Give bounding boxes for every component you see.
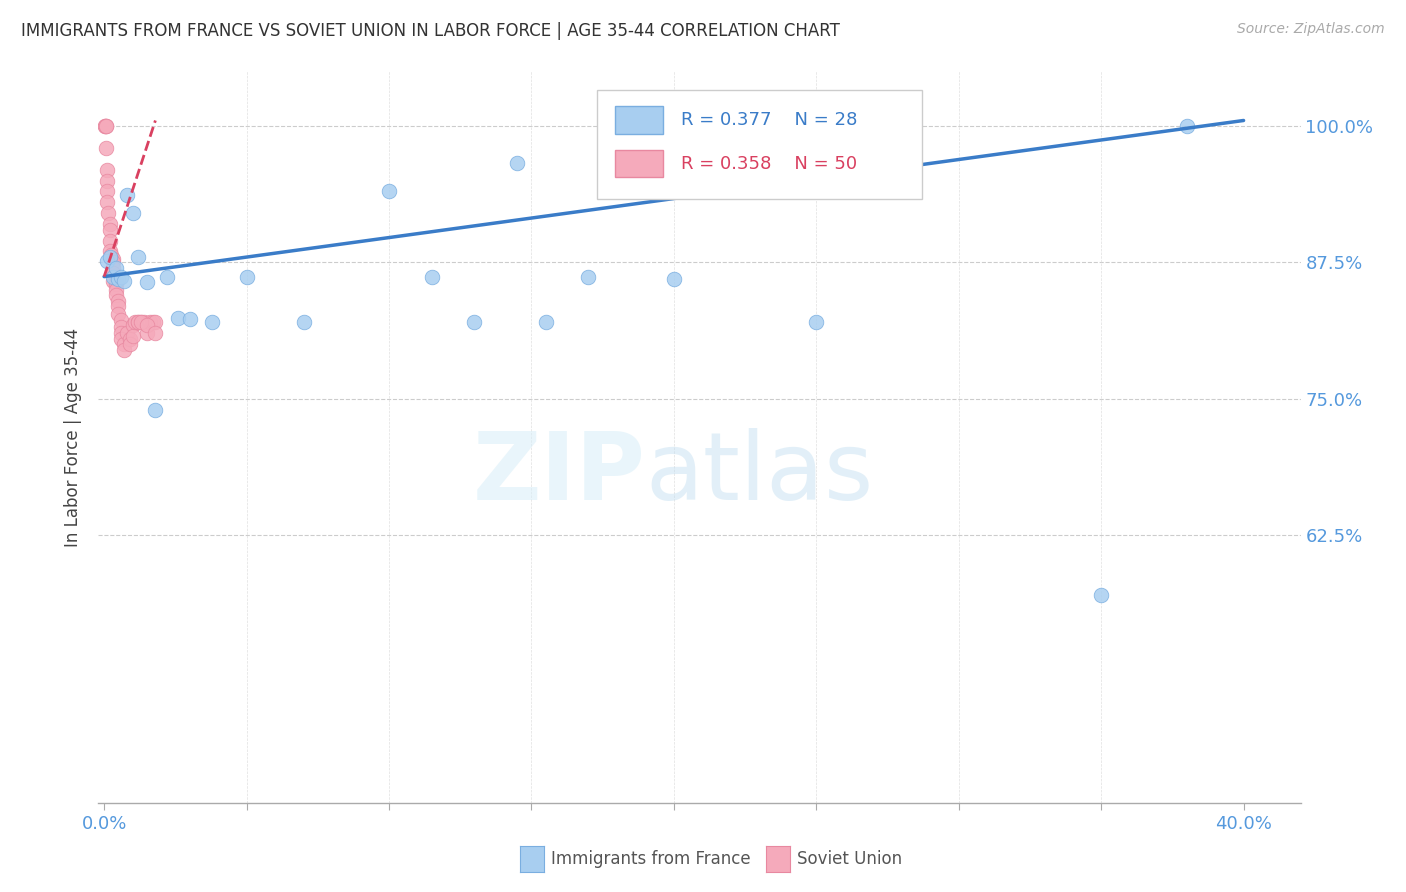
Point [104,283,127,297]
Point [145,326,167,341]
Text: Soviet Union: Soviet Union [797,850,903,868]
Point [1090,588,1112,602]
Point [135,326,157,341]
Y-axis label: In Labor Force | Age 35-44: In Labor Force | Age 35-44 [65,327,83,547]
Point [115,187,138,202]
Point [98,217,121,231]
Text: Source: ZipAtlas.com: Source: ZipAtlas.com [1237,22,1385,37]
Point [110,326,132,341]
Point [201,315,224,329]
Point [107,299,129,313]
Point [110,313,132,327]
FancyBboxPatch shape [616,106,664,134]
Point [378,185,401,199]
Point [110,319,132,334]
Point [107,272,129,286]
Point [124,315,146,329]
Point [98,234,121,248]
Point [112,274,135,288]
Point [138,315,160,329]
Point [420,269,443,284]
Point [115,326,138,341]
Point [97,206,120,220]
Point [107,293,129,308]
Point [167,311,190,326]
Text: atlas: atlas [645,427,873,520]
Point [98,250,121,264]
Point [112,337,135,351]
Point [121,328,143,343]
Point [463,315,485,329]
Point [96,162,118,177]
Text: R = 0.377    N = 28: R = 0.377 N = 28 [682,111,858,128]
Point [104,274,127,288]
Point [292,315,315,329]
Point [112,343,135,357]
Point [96,185,118,199]
Point [96,141,118,155]
Point [101,260,124,275]
Point [118,337,141,351]
Point [96,254,118,268]
Point [96,173,118,187]
Point [110,269,132,284]
Text: IMMIGRANTS FROM FRANCE VS SOVIET UNION IN LABOR FORCE | AGE 35-44 CORRELATION CH: IMMIGRANTS FROM FRANCE VS SOVIET UNION I… [21,22,839,40]
Point [107,307,129,321]
Point [806,315,828,329]
Point [98,222,121,236]
Text: Immigrants from France: Immigrants from France [551,850,751,868]
Point [104,260,127,275]
Point [101,255,124,269]
Point [110,332,132,346]
Point [576,269,599,284]
Point [96,195,118,210]
Point [94,119,117,133]
Point [662,272,685,286]
Point [506,156,529,170]
Point [145,402,167,417]
Point [129,315,152,329]
Point [101,274,124,288]
Point [121,206,143,220]
Text: R = 0.358    N = 50: R = 0.358 N = 50 [682,154,858,172]
Point [132,315,155,329]
Point [135,275,157,289]
Point [100,248,122,262]
Point [145,315,167,329]
Point [101,266,124,280]
Point [235,269,257,284]
Point [104,277,127,292]
Point [101,252,124,267]
Point [121,318,143,332]
Point [129,315,152,329]
Point [93,119,115,133]
Point [98,244,121,259]
Point [179,312,201,326]
Point [135,318,157,332]
Point [534,315,557,329]
Point [94,119,117,133]
Point [1175,119,1198,133]
Point [127,315,149,329]
Point [156,269,179,284]
FancyBboxPatch shape [616,150,664,178]
FancyBboxPatch shape [598,90,922,200]
Point [118,332,141,346]
Point [101,269,124,284]
Point [141,315,163,329]
Point [127,250,149,264]
Point [104,288,127,302]
Point [94,119,117,133]
Text: ZIP: ZIP [472,427,645,520]
Point [127,315,149,329]
